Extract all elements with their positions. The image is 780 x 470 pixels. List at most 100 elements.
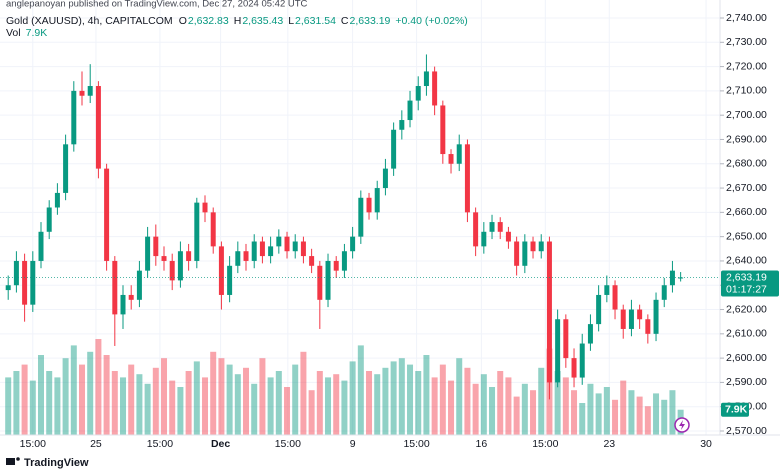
replay-bolt xyxy=(679,420,685,430)
price-badge xyxy=(721,270,779,297)
volume-bar xyxy=(308,390,315,435)
volume-bar xyxy=(603,387,610,435)
x-tick-label: 15:00 xyxy=(532,438,558,450)
candle-body xyxy=(497,222,503,232)
volume-bar xyxy=(374,374,381,435)
y-tick-label: 2,710.00 xyxy=(726,85,767,97)
volume-bar xyxy=(95,339,102,435)
volume-pane xyxy=(5,339,684,435)
volume-bar xyxy=(13,371,20,435)
candle-body xyxy=(227,265,233,295)
volume-bar xyxy=(669,390,676,435)
candle-body xyxy=(268,246,274,257)
y-tick-label: 2,700.00 xyxy=(726,109,767,121)
volume-bar xyxy=(234,374,241,435)
y-tick-label: 2,650.00 xyxy=(726,230,767,242)
candle-body xyxy=(612,285,618,310)
candle-body xyxy=(678,277,684,279)
x-tick-label: 23 xyxy=(603,438,615,450)
candle-body xyxy=(505,231,511,242)
volume-bar xyxy=(357,345,364,435)
candle-body xyxy=(104,168,110,261)
candle-body xyxy=(194,202,200,261)
volume-badge-label: 7.9K xyxy=(725,404,748,416)
volume-bar xyxy=(136,374,143,435)
candle-body xyxy=(292,241,298,252)
candle-body xyxy=(628,309,634,329)
volume-bar xyxy=(497,371,504,435)
candle-body xyxy=(210,212,216,247)
candle-body xyxy=(546,241,552,383)
volume-bar xyxy=(325,377,332,435)
y-tick-label: 2,570.00 xyxy=(726,425,767,437)
legend: Gold (XAUUSD), 4h, CAPITALCOM O 2,632.83 H 2… xyxy=(6,15,468,39)
volume-bar xyxy=(21,364,28,435)
candle-body xyxy=(5,285,11,291)
volume-bar xyxy=(415,371,422,435)
volume-bar xyxy=(341,380,348,435)
volume-bar xyxy=(407,364,414,435)
y-tick-label: 2,690.00 xyxy=(726,133,767,145)
volume-bar xyxy=(398,358,405,435)
logo-icon xyxy=(16,457,20,461)
candle-body xyxy=(30,260,36,305)
candle-body xyxy=(555,319,561,383)
candle-body xyxy=(153,236,159,257)
x-tick-label: 9 xyxy=(350,438,356,450)
volume-bar xyxy=(193,361,200,435)
volume-bar xyxy=(62,358,69,435)
volume-bar xyxy=(243,367,250,435)
volume-bar xyxy=(538,367,545,435)
ohlc-value: 2,632.83 xyxy=(188,15,229,27)
volume-bar xyxy=(177,387,184,435)
y-tick-label: 2,670.00 xyxy=(726,182,767,194)
volume-bar xyxy=(571,390,578,435)
y-tick-label: 2,680.00 xyxy=(726,158,767,170)
candle-body xyxy=(317,265,323,300)
x-tick-label: Dec xyxy=(211,438,230,450)
volume-bar xyxy=(300,351,307,435)
replay-icon[interactable] xyxy=(674,417,690,433)
candle-body xyxy=(456,144,462,164)
candle-body xyxy=(276,236,282,247)
candle-body xyxy=(95,86,101,169)
volume-bar xyxy=(103,355,110,435)
ohlc-value: 2,635.43 xyxy=(242,15,283,27)
candle-body xyxy=(522,241,528,266)
candle-body xyxy=(645,319,651,334)
candle-body xyxy=(38,231,44,261)
candle-body xyxy=(54,192,60,208)
candle-body xyxy=(63,144,69,193)
ohlc-label: O xyxy=(179,15,187,27)
volume-bar xyxy=(38,355,45,435)
candle-body xyxy=(473,212,479,247)
volume-bar xyxy=(275,371,282,435)
x-tick-label: 15:00 xyxy=(147,438,173,450)
candle-body xyxy=(202,202,208,213)
volume-bar xyxy=(628,390,635,435)
y-tick-label: 2,720.00 xyxy=(726,60,767,72)
candle-body xyxy=(235,251,241,266)
volume-bar xyxy=(390,361,397,435)
candle-body xyxy=(604,285,610,295)
candle-body xyxy=(514,241,520,266)
candle-body xyxy=(309,256,315,266)
volume-bar xyxy=(530,390,537,435)
x-tick-label: 16 xyxy=(476,438,488,450)
x-tick-label: 30 xyxy=(700,438,712,450)
volume-bar xyxy=(333,374,340,435)
candle-body xyxy=(46,207,52,232)
volume-bar xyxy=(144,383,151,435)
volume-badge xyxy=(721,402,749,417)
volume-bar xyxy=(251,383,258,435)
candle-body xyxy=(79,90,85,96)
x-tick-label: 25 xyxy=(90,438,102,450)
y-tick-label: 2,660.00 xyxy=(726,206,767,218)
volume-bar xyxy=(316,371,323,435)
candle-body xyxy=(579,343,585,378)
candle-body xyxy=(87,86,93,96)
candle-body xyxy=(136,270,142,300)
